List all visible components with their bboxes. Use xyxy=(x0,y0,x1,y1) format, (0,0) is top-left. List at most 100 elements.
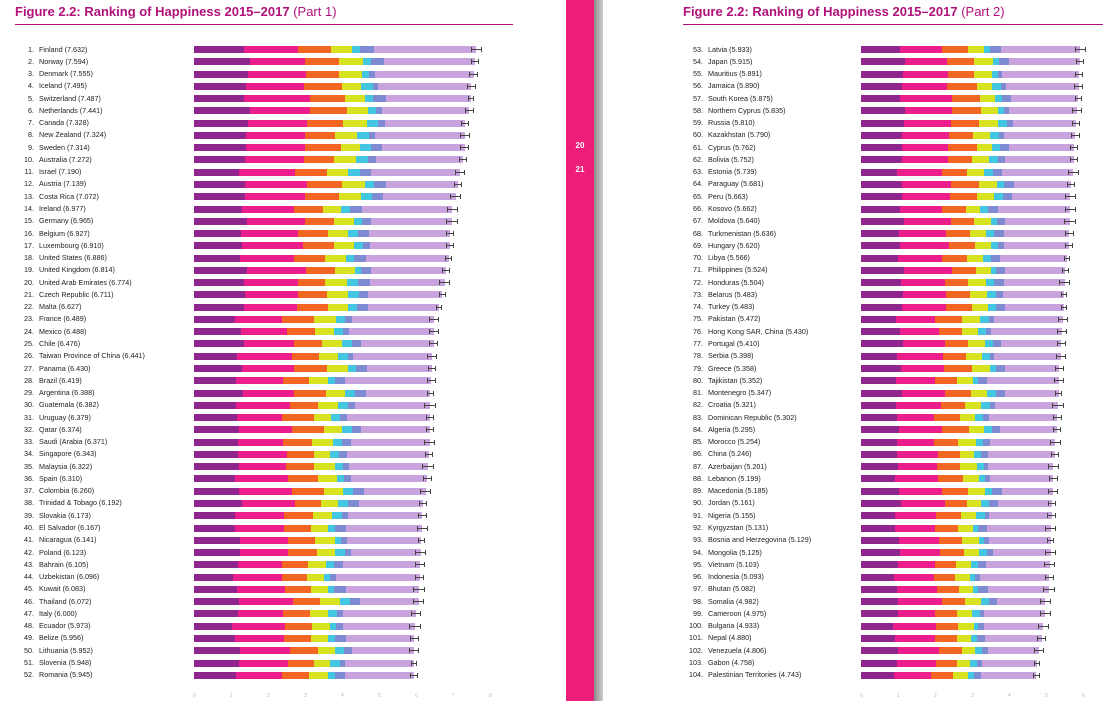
bar-segment-corruption xyxy=(351,340,362,348)
bar-segment-healthy-life xyxy=(305,193,339,201)
bar-segment-social-support xyxy=(234,475,288,483)
bar-segment-generosity xyxy=(356,131,369,139)
bar-segment-generosity xyxy=(330,659,340,667)
confidence-interval-whisker xyxy=(1052,427,1062,433)
rank-number: 1. xyxy=(28,44,34,54)
bar-segment-generosity xyxy=(347,303,357,311)
country-label: 68. Turkmenistan (5.636) xyxy=(683,229,776,239)
country-label: 84. Algeria (5.295) xyxy=(683,425,755,435)
bar-segment-freedom xyxy=(314,463,335,471)
confidence-interval-whisker xyxy=(1037,635,1047,641)
country-name-score: Mongolia (5.125) xyxy=(708,547,762,557)
happiness-bar xyxy=(861,291,1064,299)
bar-segment-generosity xyxy=(355,156,368,164)
bar-segment-freedom xyxy=(977,144,993,152)
bar-segment-generosity xyxy=(337,475,345,483)
happiness-bar xyxy=(194,622,415,630)
country-name-score: South Korea (5.875) xyxy=(708,93,773,103)
bar-segment-gdp xyxy=(861,377,896,385)
bar-segment-corruption xyxy=(973,671,982,679)
rank-number: 35. xyxy=(24,461,34,471)
bar-segment-gdp xyxy=(194,168,240,176)
rank-number: 29. xyxy=(24,388,34,398)
bar-segment-dystopia-residual xyxy=(368,291,443,299)
bar-segment-social-support xyxy=(897,254,942,262)
bar-segment-healthy-life xyxy=(935,524,959,532)
confidence-interval-whisker xyxy=(1047,513,1057,519)
confidence-interval-whisker xyxy=(459,157,468,163)
bar-segment-dystopia-residual xyxy=(1012,119,1076,127)
bar-segment-healthy-life xyxy=(950,193,978,201)
bar-segment-corruption xyxy=(988,315,994,323)
bar-segment-gdp xyxy=(861,144,902,152)
bar-segment-dystopia-residual xyxy=(366,254,449,262)
country-name-score: Netherlands (7.441) xyxy=(39,105,103,115)
country-name-score: Norway (7.594) xyxy=(39,56,89,66)
bar-segment-generosity xyxy=(975,414,983,422)
bar-segment-dystopia-residual xyxy=(999,426,1057,434)
bar-segment-social-support xyxy=(904,119,951,127)
bar-segment-generosity xyxy=(984,340,993,348)
bar-segment-dystopia-residual xyxy=(385,95,471,103)
confidence-interval-whisker xyxy=(426,378,437,384)
bar-segment-generosity xyxy=(341,426,353,434)
bar-segment-gdp xyxy=(861,340,903,348)
confidence-interval-whisker xyxy=(454,181,463,187)
rank-number: 31. xyxy=(24,412,34,422)
country-label: 16. Belgium (6.927) xyxy=(16,229,90,239)
bar-segment-social-support xyxy=(247,70,307,78)
bar-segment-dystopia-residual xyxy=(353,352,433,360)
bar-segment-freedom xyxy=(323,487,344,495)
rank-number: 4. xyxy=(28,81,34,91)
bar-segment-generosity xyxy=(983,254,991,262)
bar-segment-freedom xyxy=(320,598,340,606)
bar-segment-corruption xyxy=(979,610,985,618)
bar-segment-dystopia-residual xyxy=(344,671,414,679)
country-label: 83. Dominican Republic (5.302) xyxy=(683,413,797,423)
bar-segment-freedom xyxy=(962,328,979,336)
bar-segment-freedom xyxy=(968,426,984,434)
bar-segment-healthy-life xyxy=(282,561,308,569)
rank-number: 27. xyxy=(24,363,34,373)
rank-number: 80. xyxy=(693,375,703,385)
bar-segment-generosity xyxy=(972,377,979,385)
bar-segment-corruption xyxy=(983,536,989,544)
happiness-bar xyxy=(861,144,1075,152)
bar-segment-generosity xyxy=(973,450,982,458)
bar-segment-healthy-life xyxy=(289,401,319,409)
rank-number: 45. xyxy=(24,584,34,594)
bar-segment-corruption xyxy=(982,414,989,422)
bar-segment-social-support xyxy=(245,144,305,152)
bar-segment-gdp xyxy=(861,438,897,446)
happiness-bar xyxy=(861,242,1069,250)
bar-segment-gdp xyxy=(194,463,240,471)
country-name-score: Japan (5.915) xyxy=(708,56,753,66)
bar-segment-gdp xyxy=(194,70,248,78)
bar-segment-corruption xyxy=(339,450,348,458)
bar-segment-generosity xyxy=(989,131,999,139)
rank-number: 72. xyxy=(693,277,703,287)
rank-number: 53. xyxy=(693,44,703,54)
confidence-interval-whisker xyxy=(1052,415,1062,421)
bar-segment-generosity xyxy=(991,70,998,78)
bar-segment-generosity xyxy=(972,610,980,618)
bar-segment-social-support xyxy=(897,414,935,422)
bar-segment-corruption xyxy=(339,659,346,667)
confidence-interval-whisker xyxy=(1044,562,1056,568)
country-name-score: Turkmenistan (5.636) xyxy=(708,228,777,238)
confidence-interval-whisker xyxy=(460,145,470,151)
bar-segment-corruption xyxy=(993,168,1003,176)
bar-segment-gdp xyxy=(194,401,236,409)
bar-segment-healthy-life xyxy=(952,266,976,274)
bar-segment-healthy-life xyxy=(282,315,315,323)
bar-segment-freedom xyxy=(328,303,348,311)
bar-segment-healthy-life xyxy=(934,561,956,569)
bar-segment-dystopia-residual xyxy=(359,598,419,606)
bar-segment-generosity xyxy=(334,536,341,544)
bar-segment-healthy-life xyxy=(304,131,336,139)
bar-segment-gdp xyxy=(861,573,894,581)
bar-segment-healthy-life xyxy=(934,377,958,385)
bar-segment-generosity xyxy=(361,82,373,90)
bar-segment-dystopia-residual xyxy=(1004,242,1069,250)
bar-segment-gdp xyxy=(194,340,244,348)
